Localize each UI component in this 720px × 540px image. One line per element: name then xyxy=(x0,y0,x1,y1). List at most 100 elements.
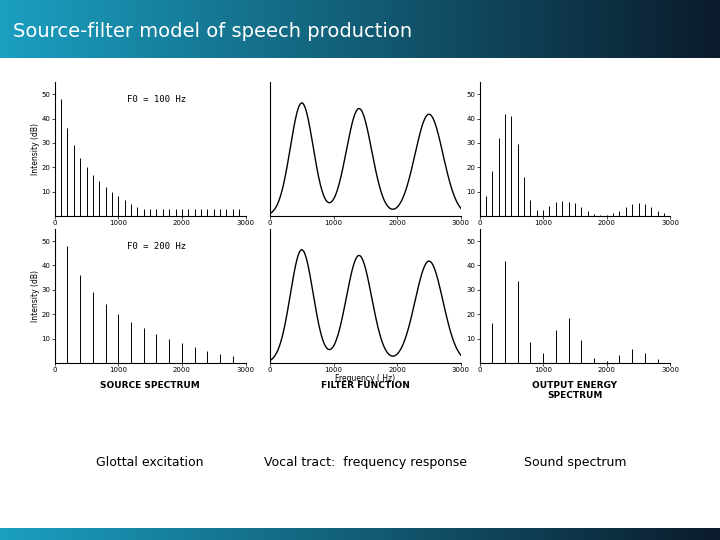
Text: SOURCE SPECTRUM: SOURCE SPECTRUM xyxy=(100,381,200,390)
Bar xyxy=(382,528,384,540)
Bar xyxy=(367,528,370,540)
Bar xyxy=(533,528,536,540)
Bar xyxy=(34,0,37,58)
Bar xyxy=(360,0,363,58)
Bar xyxy=(425,0,428,58)
Bar xyxy=(247,0,251,58)
Bar xyxy=(341,528,344,540)
Bar xyxy=(684,0,687,58)
Bar xyxy=(624,0,627,58)
Bar xyxy=(485,528,488,540)
Bar xyxy=(194,528,197,540)
Bar xyxy=(31,528,35,540)
Bar xyxy=(693,0,697,58)
Bar xyxy=(163,528,166,540)
Bar xyxy=(703,528,706,540)
Bar xyxy=(151,528,154,540)
Bar xyxy=(675,0,678,58)
Bar xyxy=(257,0,260,58)
Bar xyxy=(372,0,375,58)
Bar xyxy=(225,528,229,540)
Bar xyxy=(74,528,78,540)
Bar xyxy=(585,0,589,58)
Bar xyxy=(365,0,368,58)
Bar xyxy=(545,528,548,540)
Bar xyxy=(487,0,490,58)
Bar xyxy=(127,528,130,540)
Bar xyxy=(470,528,474,540)
Bar xyxy=(41,528,44,540)
Bar xyxy=(72,0,75,58)
Bar xyxy=(677,528,680,540)
Bar xyxy=(408,528,411,540)
Bar xyxy=(202,528,204,540)
Bar xyxy=(391,0,395,58)
Bar xyxy=(408,0,411,58)
Bar xyxy=(38,528,42,540)
Bar xyxy=(187,528,190,540)
Bar xyxy=(480,528,483,540)
Bar xyxy=(617,0,620,58)
Bar xyxy=(7,0,10,58)
Y-axis label: Intensity (dB): Intensity (dB) xyxy=(31,270,40,322)
Bar xyxy=(384,0,387,58)
Bar xyxy=(552,528,555,540)
Bar xyxy=(434,528,438,540)
Bar xyxy=(175,0,179,58)
Bar xyxy=(209,0,212,58)
Bar xyxy=(562,528,564,540)
Bar xyxy=(456,528,459,540)
Bar xyxy=(149,528,152,540)
Bar xyxy=(598,528,600,540)
Bar xyxy=(502,528,505,540)
Bar xyxy=(521,0,524,58)
Bar xyxy=(103,0,107,58)
Bar xyxy=(415,528,418,540)
Bar xyxy=(653,528,656,540)
Bar xyxy=(629,528,632,540)
Bar xyxy=(247,528,251,540)
Bar xyxy=(288,528,291,540)
Bar xyxy=(43,0,46,58)
Bar xyxy=(149,0,152,58)
Bar xyxy=(29,0,32,58)
Bar xyxy=(672,528,675,540)
Bar xyxy=(156,528,159,540)
Bar xyxy=(19,528,22,540)
Bar xyxy=(629,0,632,58)
Bar xyxy=(144,0,147,58)
Bar xyxy=(634,528,636,540)
Bar xyxy=(523,0,526,58)
Bar xyxy=(477,0,481,58)
Bar xyxy=(506,0,510,58)
Bar xyxy=(648,528,651,540)
Bar xyxy=(302,0,305,58)
Bar xyxy=(252,0,255,58)
Bar xyxy=(315,0,318,58)
Bar xyxy=(459,0,462,58)
Bar xyxy=(403,528,406,540)
Bar xyxy=(240,528,243,540)
Bar xyxy=(81,528,85,540)
Bar xyxy=(564,0,567,58)
Bar xyxy=(626,0,629,58)
Bar xyxy=(571,528,575,540)
Bar xyxy=(137,528,140,540)
Bar xyxy=(387,528,390,540)
Bar xyxy=(19,0,22,58)
Text: Vocal tract:  frequency response: Vocal tract: frequency response xyxy=(264,456,467,469)
Bar xyxy=(50,528,53,540)
Bar xyxy=(333,528,337,540)
Bar xyxy=(509,528,512,540)
Bar xyxy=(490,0,492,58)
Bar xyxy=(513,0,517,58)
Bar xyxy=(398,0,402,58)
Bar xyxy=(211,528,215,540)
Bar xyxy=(394,0,397,58)
Bar xyxy=(567,528,570,540)
Bar xyxy=(14,528,17,540)
Bar xyxy=(192,528,195,540)
Bar xyxy=(504,528,507,540)
Bar xyxy=(461,0,464,58)
Bar xyxy=(2,528,6,540)
